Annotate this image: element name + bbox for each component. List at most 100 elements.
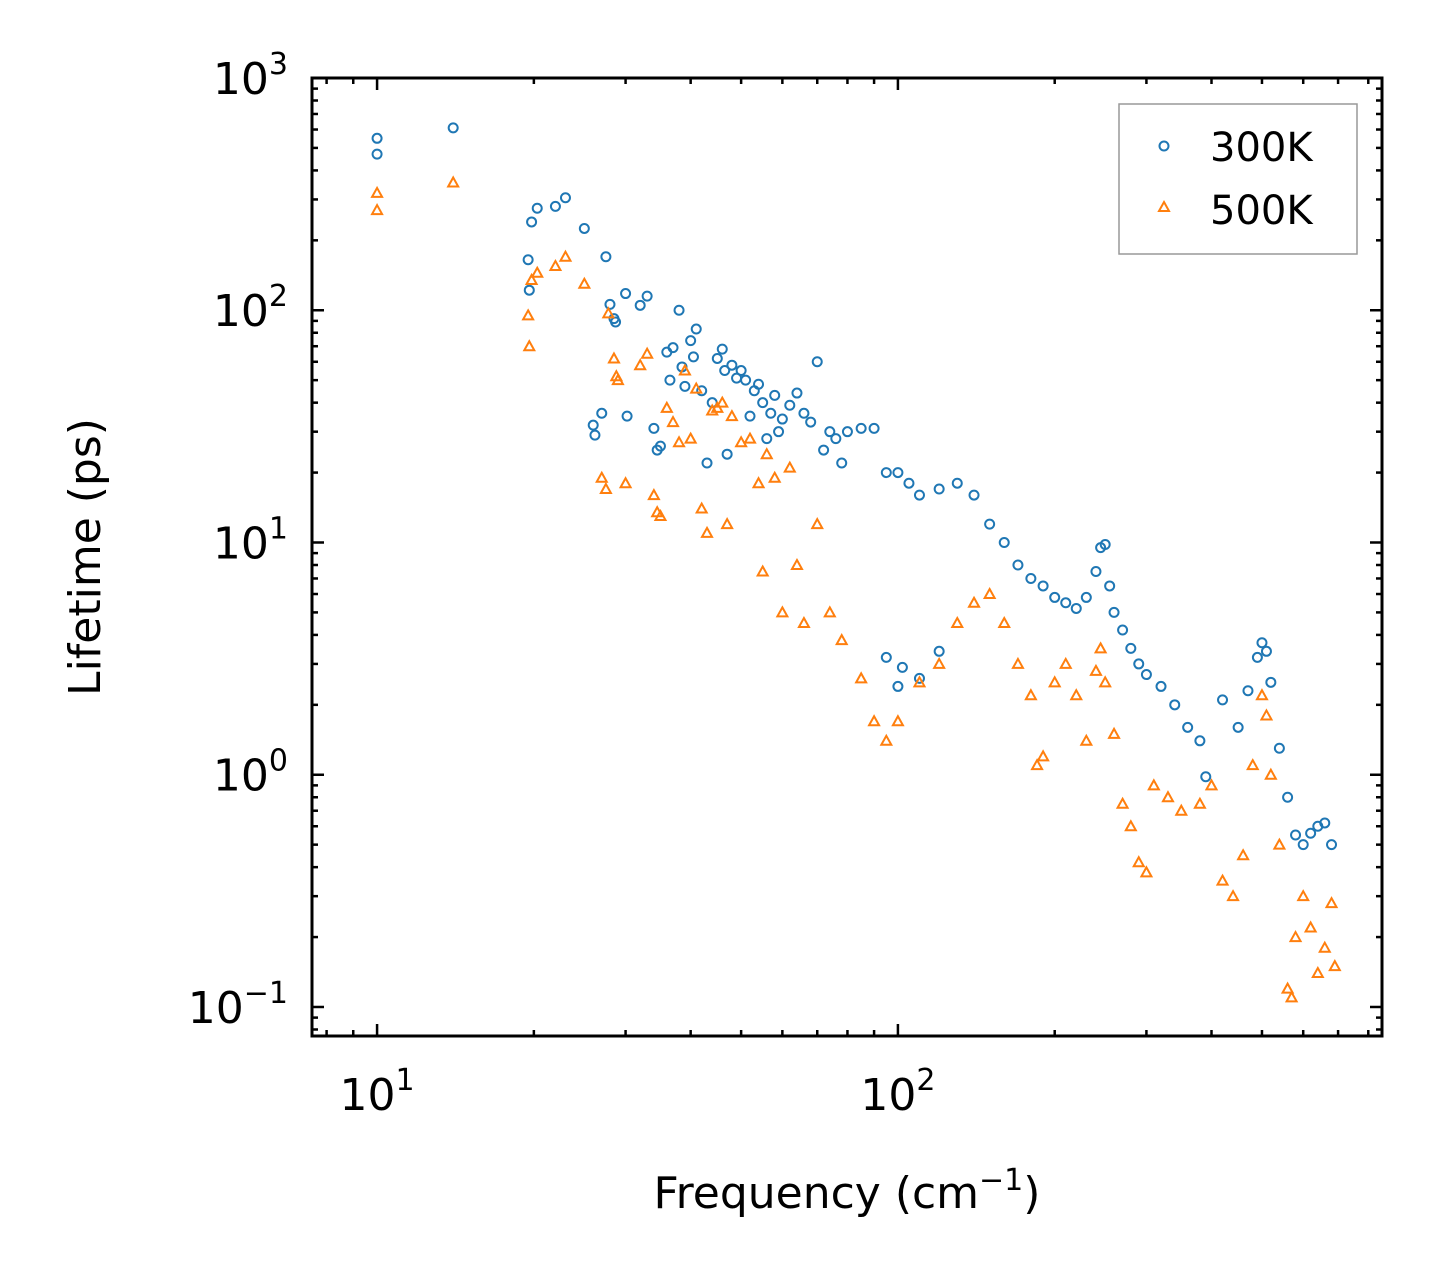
- data-point-300k: [679, 380, 691, 392]
- data-point-300k: [903, 477, 915, 489]
- data-point-500k: [1204, 778, 1219, 791]
- series-300k-markers: [371, 122, 1338, 851]
- data-point-500k: [1011, 656, 1025, 669]
- data-point-300k: [716, 343, 728, 355]
- data-point-500k: [1161, 790, 1175, 803]
- data-point-300k: [1117, 624, 1129, 636]
- data-point-500k: [611, 373, 625, 386]
- data-point-500k: [797, 615, 811, 629]
- data-point-500k: [720, 517, 734, 530]
- data-point-300k: [1297, 839, 1309, 851]
- data-point-300k: [523, 284, 535, 296]
- data-point-500k: [678, 363, 692, 376]
- data-point-300k: [1251, 651, 1263, 663]
- data-point-500k: [1280, 981, 1295, 994]
- data-point-500k: [1236, 848, 1250, 861]
- data-point-500k: [950, 615, 964, 629]
- data-point-300k: [951, 477, 963, 489]
- data-point-300k: [621, 410, 633, 422]
- data-point-500k: [1098, 675, 1112, 688]
- data-point-300k: [1037, 580, 1049, 592]
- data-point-300k: [784, 399, 796, 411]
- axis-tick-labels: 101 102 10−1 100 101 102 103: [188, 47, 936, 1121]
- data-point-500k: [595, 470, 609, 483]
- data-point-300k: [818, 444, 830, 456]
- data-point-300k: [1060, 597, 1072, 609]
- data-point-500k: [633, 358, 647, 371]
- data-point-300k: [1305, 827, 1317, 839]
- data-point-500k: [891, 714, 905, 727]
- data-point-500k: [790, 557, 804, 570]
- data-point-500k: [446, 175, 460, 188]
- data-point-300k: [620, 288, 632, 300]
- data-point-300k: [701, 457, 713, 469]
- data-point-500k: [1246, 758, 1260, 771]
- data-point-300k: [667, 342, 679, 354]
- data-point-500k: [734, 435, 748, 448]
- data-point-500k: [854, 671, 868, 684]
- data-point-300k: [836, 457, 848, 469]
- data-point-300k: [791, 387, 803, 399]
- data-point-500k: [647, 488, 661, 501]
- data-point-300k: [711, 352, 723, 364]
- data-point-500k: [1226, 889, 1240, 902]
- data-point-300k: [1326, 839, 1338, 851]
- data-point-300k: [735, 365, 747, 377]
- data-point-300k: [740, 374, 752, 386]
- data-point-500k: [1324, 896, 1339, 909]
- data-point-500k: [1303, 920, 1318, 933]
- data-point-500k: [775, 605, 790, 618]
- data-point-300k: [664, 374, 676, 386]
- data-point-300k: [1200, 771, 1212, 783]
- data-point-500k: [599, 481, 613, 494]
- data-point-300k: [1080, 591, 1092, 603]
- data-point-500k: [521, 308, 535, 321]
- data-point-300k: [841, 426, 853, 438]
- data-point-500k: [700, 525, 714, 538]
- x-tick-label: 102: [860, 1063, 935, 1121]
- data-point-500k: [1311, 965, 1325, 979]
- data-point-500k: [1139, 865, 1154, 878]
- data-point-500k: [370, 203, 384, 216]
- data-point-500k: [548, 258, 563, 272]
- data-point-300k: [1265, 676, 1277, 688]
- data-point-300k: [769, 389, 781, 401]
- data-point-300k: [868, 422, 880, 434]
- data-point-300k: [589, 429, 601, 441]
- data-point-500k: [879, 733, 894, 746]
- data-point-300k: [998, 536, 1010, 548]
- data-point-300k: [1125, 642, 1137, 654]
- data-point-300k: [1049, 591, 1061, 603]
- data-point-500k: [370, 185, 384, 198]
- data-point-500k: [522, 339, 536, 352]
- data-point-300k: [1169, 699, 1181, 711]
- data-point-500k: [1079, 733, 1094, 746]
- data-point-300k: [811, 356, 823, 368]
- data-point-300k: [559, 192, 571, 204]
- data-point-500k: [1174, 803, 1188, 816]
- data-point-300k: [1025, 572, 1037, 584]
- data-point-300k: [1319, 817, 1331, 829]
- data-point-300k: [610, 316, 622, 328]
- data-point-500k: [783, 460, 797, 473]
- data-point-500k: [768, 470, 782, 483]
- data-point-500k: [1272, 837, 1287, 850]
- data-point-300k: [805, 416, 817, 428]
- data-point-300k: [1108, 606, 1120, 618]
- data-point-300k: [648, 422, 660, 434]
- legend-500k-label: 500K: [1210, 188, 1314, 234]
- data-point-300k: [896, 661, 908, 673]
- data-point-500k: [967, 595, 981, 608]
- y-tick-label: 103: [213, 47, 288, 105]
- data-point-500k: [751, 476, 766, 489]
- data-point-300k: [1260, 645, 1272, 657]
- data-point-500k: [1259, 708, 1274, 721]
- data-point-500k: [1030, 758, 1044, 771]
- data-point-500k: [618, 476, 633, 489]
- data-point-500k: [1107, 726, 1121, 739]
- data-point-300k: [776, 413, 788, 425]
- data-point-300k: [892, 467, 904, 479]
- data-point-500k: [1193, 796, 1207, 809]
- y-tick-label: 100: [213, 744, 288, 802]
- data-point-300k: [549, 200, 561, 212]
